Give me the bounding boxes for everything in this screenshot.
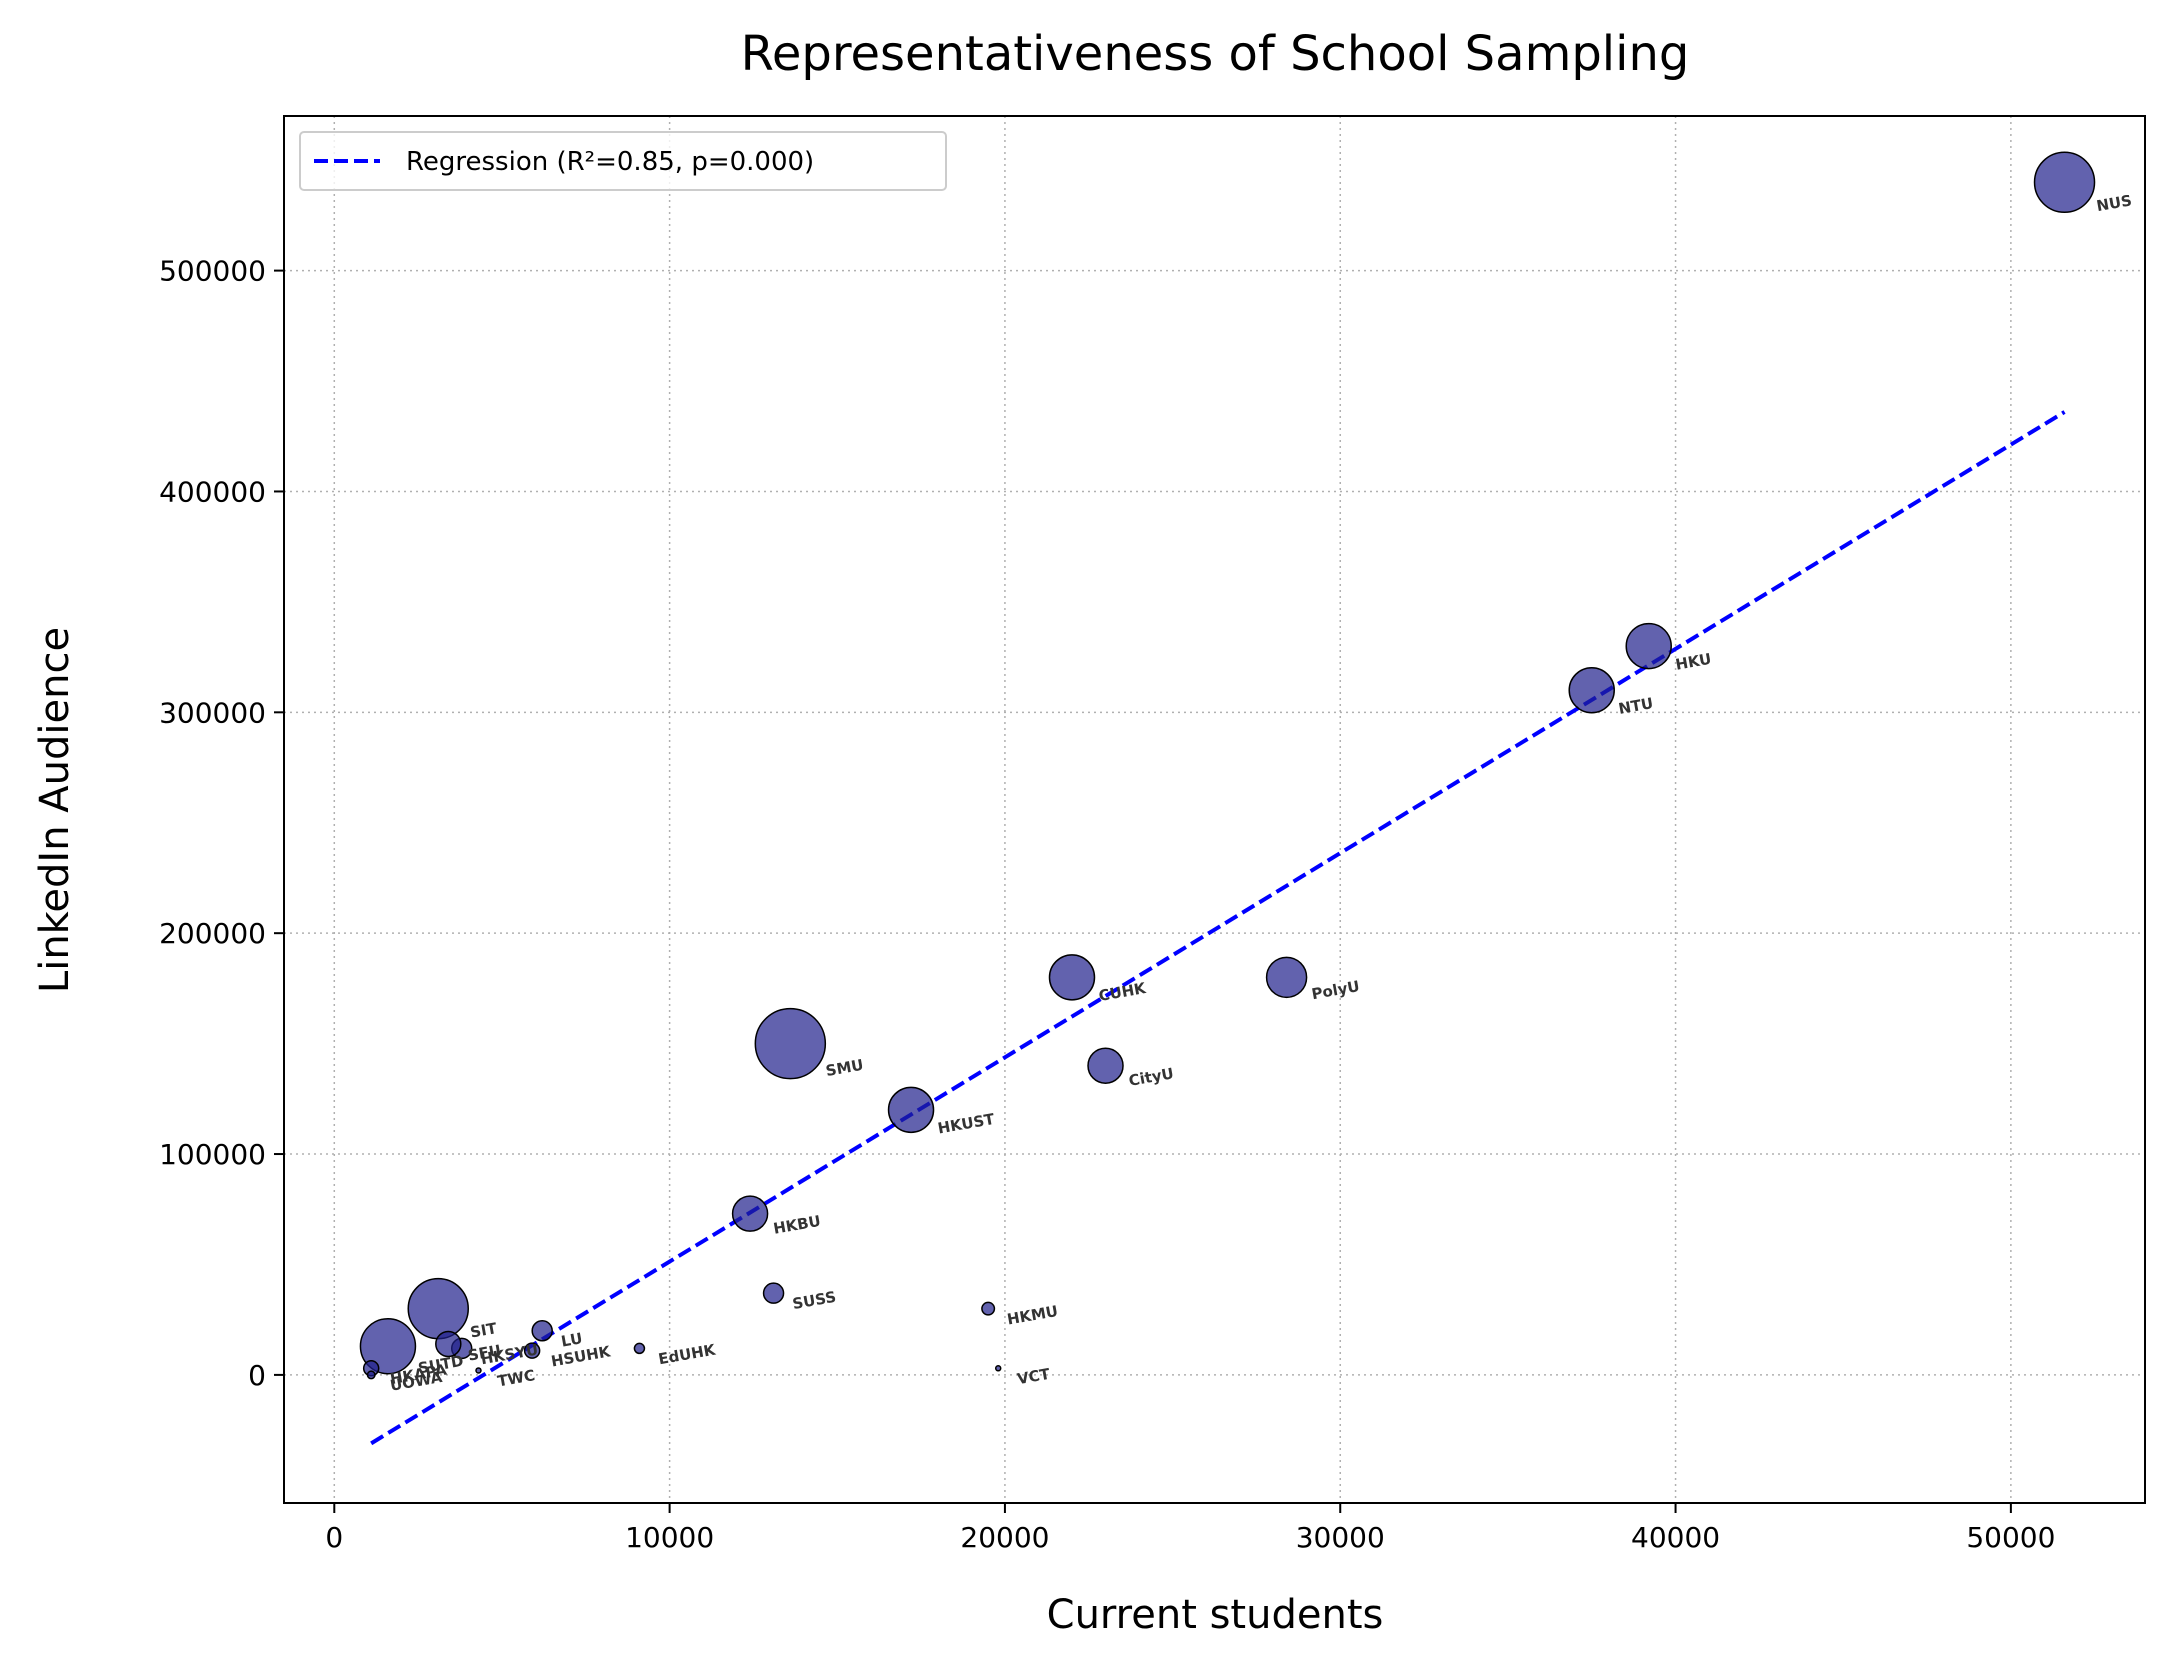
y-tick-label: 200000	[159, 917, 266, 950]
y-tick-label: 500000	[159, 255, 266, 288]
x-tick-label: 30000	[1296, 1521, 1385, 1554]
data-point-hkmu	[981, 1301, 996, 1316]
x-tick-label: 20000	[960, 1521, 1049, 1554]
point-label-sit: SIT	[469, 1319, 499, 1341]
chart-title: Representativeness of School Sampling	[741, 26, 1690, 82]
data-point-hku	[1625, 622, 1672, 670]
data-point-vct	[994, 1365, 1002, 1372]
data-point-nus	[2033, 151, 2096, 214]
regression-layer	[370, 410, 2066, 1446]
data-point-lu	[531, 1319, 553, 1342]
legend: Regression (R²=0.85, p=0.000)	[299, 131, 947, 191]
y-tick-label: 300000	[159, 696, 266, 729]
point-label-ntu: NTU	[1617, 694, 1655, 718]
y-axis-title: LinkedIn Audience	[32, 627, 78, 993]
data-point-twc	[475, 1367, 482, 1374]
point-label-nus: NUS	[2095, 191, 2133, 215]
data-point-sit	[407, 1277, 469, 1340]
y-tick-label: 400000	[159, 475, 266, 508]
data-point-hkbu	[731, 1195, 769, 1232]
y-tick-label: 100000	[159, 1138, 266, 1171]
point-label-lu: LU	[560, 1329, 584, 1350]
x-tick-label: 10000	[625, 1521, 714, 1554]
point-label-sfu: SFU	[467, 1341, 503, 1364]
x-axis-ticks: 0 10000 20000 30000 40000 50000	[325, 1503, 2055, 1554]
data-point-sutd	[359, 1317, 417, 1375]
regression-line	[370, 410, 2066, 1446]
point-label-vct: VCT	[1016, 1365, 1052, 1389]
x-axis-title: Current students	[1047, 1592, 1384, 1638]
legend-box	[299, 131, 947, 191]
y-tick-label: 0	[248, 1359, 266, 1392]
data-point-smu	[754, 1007, 827, 1080]
data-point-hsuhk	[523, 1342, 541, 1359]
data-point-ntu	[1568, 666, 1615, 714]
point-label-hku: HKU	[1674, 650, 1713, 674]
data-point-cityu	[1087, 1047, 1124, 1084]
data-point-sfu	[435, 1330, 462, 1358]
plot-frame	[283, 115, 2146, 1504]
y-axis-ticks: 0 100000 200000 300000 400000 500000	[159, 255, 284, 1392]
grid	[284, 116, 2145, 1503]
x-tick-label: 0	[325, 1521, 343, 1554]
data-point-hkust	[887, 1086, 935, 1134]
x-tick-label: 50000	[1966, 1521, 2055, 1554]
legend-regression-label: Regression (R²=0.85, p=0.000)	[406, 147, 814, 177]
data-point-cuhk	[1048, 954, 1096, 1001]
data-point-eduhk	[633, 1342, 646, 1355]
data-point-polyu	[1265, 956, 1308, 999]
x-tick-label: 40000	[1631, 1521, 1720, 1554]
data-point-uowa	[366, 1370, 376, 1380]
data-point-suss	[762, 1282, 785, 1304]
points-layer	[359, 151, 2096, 1380]
